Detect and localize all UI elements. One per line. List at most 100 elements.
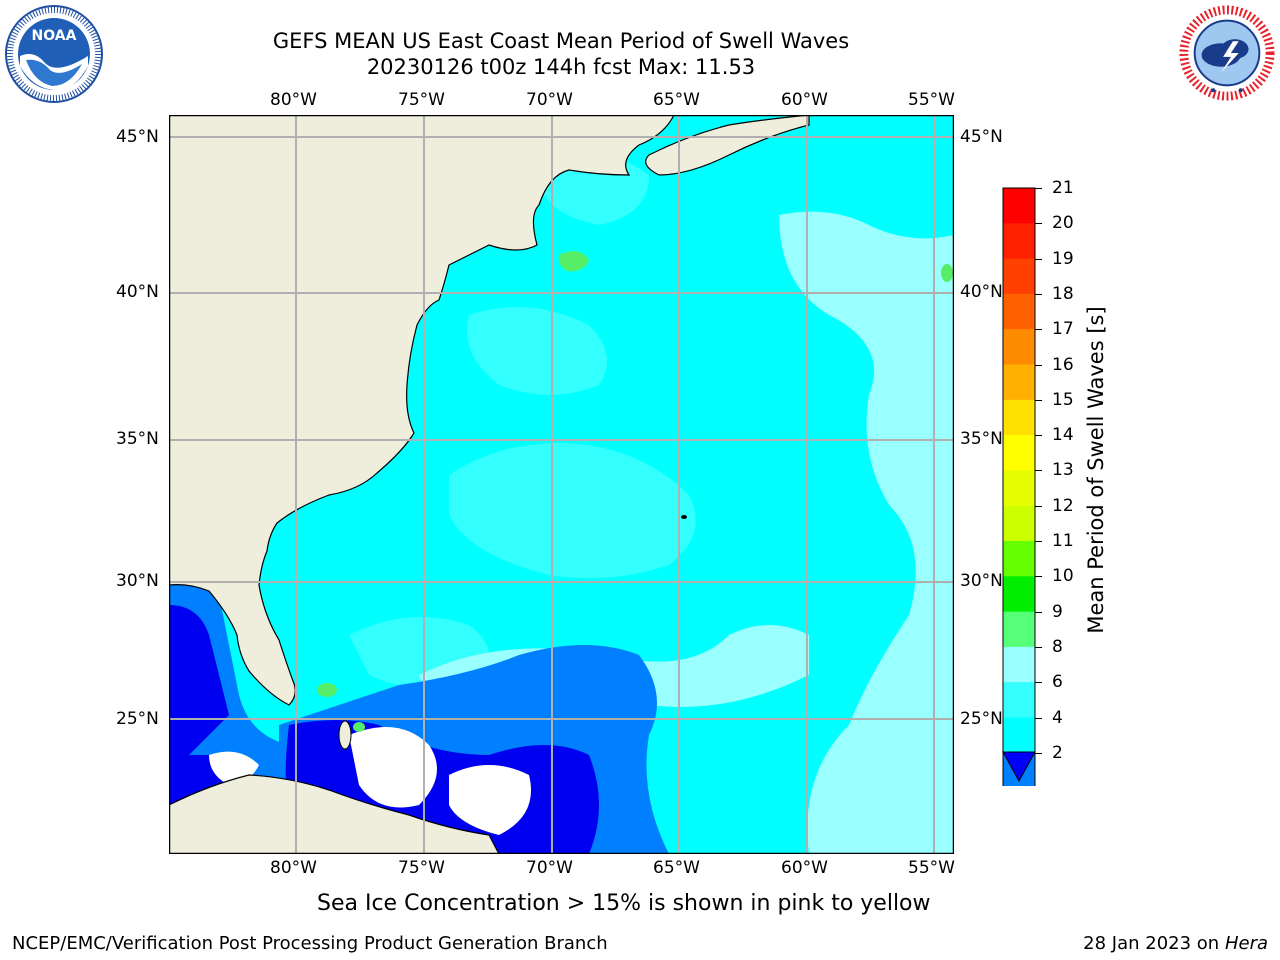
colorbar-tick-mark xyxy=(1035,505,1042,507)
colorbar-tick-mark xyxy=(1035,223,1042,225)
colorbar-tick-label: 10 xyxy=(1052,566,1074,587)
lon-label-bottom-60w: 60°W xyxy=(781,858,828,878)
colorbar-segment xyxy=(1003,717,1035,754)
colorbar-tick-mark xyxy=(1035,329,1042,331)
footer-host: Hera xyxy=(1224,933,1268,954)
colorbar-extend-arrow xyxy=(1002,751,1036,783)
colorbar-tick-label: 2 xyxy=(1052,742,1063,763)
colorbar-segment xyxy=(1003,258,1035,295)
footer-date-host: 28 Jan 2023 on Hera xyxy=(1083,933,1268,954)
footer-date: 28 Jan 2023 xyxy=(1083,933,1192,954)
colorbar-tick-label: 15 xyxy=(1052,389,1074,410)
noaa-logo-text: NOAA xyxy=(32,28,77,44)
light-cyan-region-east xyxy=(779,211,954,854)
land-cuba xyxy=(169,774,500,854)
colorbar-tick-label: 9 xyxy=(1052,601,1063,622)
colorbar-segment xyxy=(1003,293,1035,330)
colorbar-tick-label: 8 xyxy=(1052,636,1063,657)
colorbar-segment xyxy=(1003,188,1035,224)
colorbar-tick-label: 17 xyxy=(1052,319,1074,340)
white-no-data-2 xyxy=(449,765,531,835)
lat-label-right-40n: 40°N xyxy=(960,282,1003,302)
colorbar-tick-label: 16 xyxy=(1052,354,1074,375)
lat-label-left-40n: 40°N xyxy=(116,282,159,302)
colorbar-tick-label: 4 xyxy=(1052,707,1063,728)
light-cyan-patch-north xyxy=(799,237,912,309)
colorbar-label: Mean Period of Swell Waves [s] xyxy=(1084,306,1108,634)
lat-label-left-30n: 30°N xyxy=(116,571,159,591)
green-patch-georges xyxy=(558,251,589,272)
mid-cyan-region-1 xyxy=(449,443,696,579)
colorbar-tick-mark xyxy=(1035,364,1042,366)
colorbar-segment xyxy=(1003,399,1035,436)
colorbar-segment xyxy=(1003,576,1035,613)
lat-label-left-35n: 35°N xyxy=(116,429,159,449)
colorbar-segment xyxy=(1003,223,1035,260)
colorbar-tick-label: 19 xyxy=(1052,248,1074,269)
white-no-data-1 xyxy=(349,727,437,808)
lat-label-right-30n: 30°N xyxy=(960,571,1003,591)
colorbar-segment xyxy=(1003,541,1035,577)
colorbar xyxy=(1002,187,1036,786)
colorbar-frame xyxy=(1002,187,1036,786)
colorbar-tick-label: 20 xyxy=(1052,213,1074,234)
colorbar-segment xyxy=(1003,435,1035,471)
lon-label-top-75w: 75°W xyxy=(398,90,445,110)
lon-label-top-65w: 65°W xyxy=(653,90,700,110)
lon-label-bottom-80w: 80°W xyxy=(270,858,317,878)
colorbar-segment xyxy=(1003,329,1035,365)
map-frame xyxy=(169,115,954,854)
lon-label-bottom-75w: 75°W xyxy=(398,858,445,878)
colorbar-tick-mark xyxy=(1035,258,1042,260)
colorbar-tick-mark xyxy=(1035,717,1042,719)
colorbar-tick-label: 12 xyxy=(1052,495,1074,516)
colorbar-tick-mark xyxy=(1035,399,1042,401)
green-patch-bahamas-1 xyxy=(317,683,337,697)
colorbar-tick-label: 13 xyxy=(1052,460,1074,481)
colorbar-tick-mark xyxy=(1035,470,1042,472)
mid-cyan-region-2 xyxy=(467,307,607,395)
sea-ice-caption: Sea Ice Concentration > 15% is shown in … xyxy=(317,891,931,916)
colorbar-tick-mark xyxy=(1035,682,1042,684)
green-patch-bahamas-2 xyxy=(353,722,365,732)
map-title: GEFS MEAN US East Coast Mean Period of S… xyxy=(272,29,850,53)
lon-label-top-70w: 70°W xyxy=(526,90,573,110)
colorbar-tick-label: 14 xyxy=(1052,425,1074,446)
lat-label-left-45n: 45°N xyxy=(116,127,159,147)
deep-blue-gulf xyxy=(169,605,229,755)
colorbar-tick-mark xyxy=(1035,188,1042,189)
green-patch-east xyxy=(941,264,953,282)
colorbar-segment xyxy=(1003,470,1035,507)
lat-label-right-35n: 35°N xyxy=(960,429,1003,449)
land-nova-scotia xyxy=(645,115,810,176)
footer-on: on xyxy=(1196,933,1220,954)
colorbar-tick-mark xyxy=(1035,646,1042,648)
lon-label-bottom-55w: 55°W xyxy=(908,858,955,878)
colorbar-tick-label: 18 xyxy=(1052,283,1074,304)
colorbar-segments xyxy=(1002,187,1036,786)
lat-label-right-25n: 25°N xyxy=(960,709,1003,729)
colorbar-tick-mark xyxy=(1035,541,1042,542)
colorbar-tick-mark xyxy=(1035,293,1042,295)
land-island-bermuda xyxy=(681,515,687,519)
lat-label-left-25n: 25°N xyxy=(116,709,159,729)
colorbar-tick-label: 21 xyxy=(1052,178,1074,198)
colorbar-tick-mark xyxy=(1035,611,1042,613)
lon-label-bottom-65w: 65°W xyxy=(653,858,700,878)
lon-label-bottom-70w: 70°W xyxy=(526,858,573,878)
colorbar-segment xyxy=(1003,505,1035,542)
colorbar-tick-label: 11 xyxy=(1052,531,1074,551)
colorbar-tick-mark xyxy=(1035,752,1042,754)
noaa-logo: NOAA xyxy=(5,5,103,103)
colorbar-segment xyxy=(1003,646,1035,683)
lon-label-top-60w: 60°W xyxy=(781,90,828,110)
footer-producer: NCEP/EMC/Verification Post Processing Pr… xyxy=(12,933,608,954)
colorbar-tick-label: 6 xyxy=(1052,672,1063,693)
land-island-bahamas xyxy=(338,720,352,750)
colorbar-segment xyxy=(1003,611,1035,648)
colorbar-tick-mark xyxy=(1035,435,1042,437)
colorbar-segment xyxy=(1003,682,1035,718)
colorbar-segment xyxy=(1003,364,1035,401)
map-subtitle: 20230126 t00z 144h fcst Max: 11.53 xyxy=(366,55,756,79)
nws-logo xyxy=(1179,5,1275,101)
